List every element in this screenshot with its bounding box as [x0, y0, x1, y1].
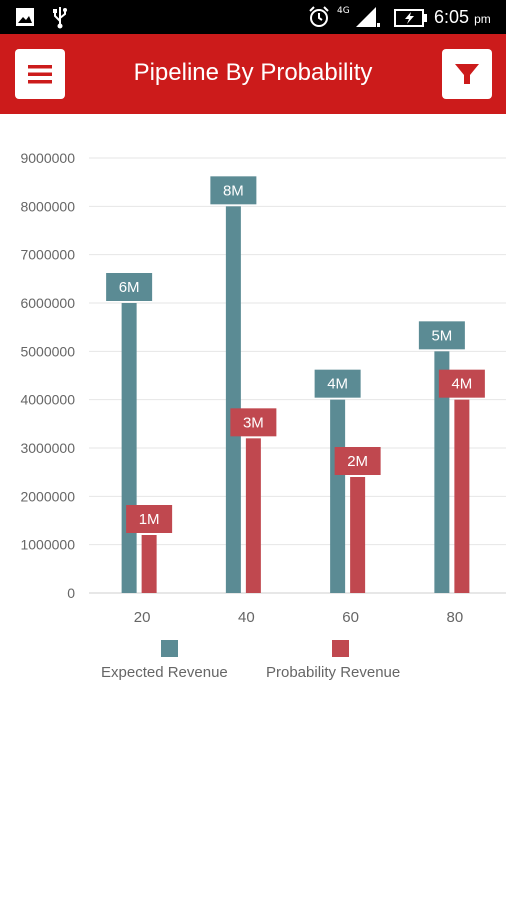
x-tick-label: 40: [238, 609, 255, 626]
image-icon: [16, 8, 34, 26]
data-label-box: [210, 176, 257, 205]
bar-probability-revenue[interactable]: [454, 399, 470, 593]
data-label: 5M: [418, 321, 465, 350]
y-tick-label: 8000000: [20, 198, 75, 214]
data-labels: 6M 8M 4M 5M 1M 3M 2M 4M: [106, 176, 485, 533]
data-label-box: [126, 505, 173, 533]
alarm-icon: [309, 6, 329, 27]
status-time-value: 6:05: [434, 7, 470, 27]
data-label-text: 5M: [431, 327, 452, 344]
filter-icon: [455, 64, 479, 84]
menu-button[interactable]: [15, 49, 65, 99]
bar-probability-revenue[interactable]: [350, 477, 366, 593]
data-label-text: 4M: [451, 376, 472, 393]
data-label: 2M: [334, 447, 381, 475]
data-label: 3M: [230, 408, 277, 437]
x-tick-label: 20: [134, 609, 151, 626]
page-title: Pipeline By Probability: [133, 59, 373, 86]
bar-probability-revenue[interactable]: [245, 438, 261, 593]
y-tick-label: 9000000: [20, 150, 75, 166]
y-tick-label: 4000000: [20, 392, 75, 408]
app-bar: Pipeline By Probability: [0, 34, 506, 114]
y-axis-labels: 0 1000000 2000000 3000000 4000000 5000000 6000…: [20, 150, 75, 601]
data-label-box: [334, 447, 381, 475]
data-label-text: 8M: [223, 182, 244, 199]
data-label: 4M: [314, 369, 361, 398]
data-label-text: 1M: [139, 511, 160, 528]
y-tick-label: 1000000: [20, 537, 75, 553]
data-label-text: 3M: [243, 414, 264, 431]
data-label-box: [314, 369, 361, 398]
legend-label-expected-revenue: Expected Revenue: [101, 664, 228, 681]
status-time: 6:05 pm: [434, 6, 491, 30]
data-label-box: [438, 369, 485, 398]
bar-probability-revenue[interactable]: [141, 535, 157, 593]
x-tick-label: 60: [342, 609, 359, 626]
network-type-label: 4G: [337, 6, 350, 16]
status-bar: 4G 6:05 pm: [0, 0, 506, 34]
legend-label-probability-revenue: Probability Revenue: [266, 664, 401, 681]
signal-icon: [356, 7, 380, 27]
data-label: 1M: [126, 505, 173, 533]
data-label-box: [230, 408, 277, 437]
x-tick-label: 80: [447, 609, 464, 626]
bar-chart: 0 1000000 2000000 3000000 4000000 5000000 6000…: [20, 150, 506, 626]
y-tick-label: 7000000: [20, 247, 75, 263]
data-label-text: 6M: [119, 279, 140, 296]
legend-swatch-expected-revenue: [161, 640, 178, 657]
bar-expected-revenue[interactable]: [330, 399, 346, 593]
data-label-text: 2M: [347, 453, 368, 470]
status-time-ampm: pm: [474, 12, 491, 26]
data-label: 8M: [210, 176, 257, 205]
x-axis-labels: 20 40 60 80: [134, 609, 463, 626]
data-label: 4M: [438, 369, 485, 398]
data-label-box: [418, 321, 465, 350]
battery-charging-icon: [394, 9, 427, 27]
chart-legend: Expected Revenue Probability Revenue: [0, 640, 506, 690]
bar-expected-revenue[interactable]: [225, 206, 241, 594]
y-tick-label: 6000000: [20, 295, 75, 311]
data-label-box: [106, 273, 153, 301]
filter-button[interactable]: [442, 49, 492, 99]
y-tick-label: 3000000: [20, 440, 75, 456]
menu-icon: [28, 65, 52, 84]
bar-expected-revenue[interactable]: [434, 351, 450, 593]
data-label-text: 4M: [327, 376, 348, 393]
y-tick-label: 5000000: [20, 343, 75, 359]
usb-icon: [53, 7, 67, 29]
data-label: 6M: [106, 273, 153, 301]
y-tick-label: 0: [67, 585, 75, 601]
y-tick-label: 2000000: [20, 488, 75, 504]
bar-expected-revenue[interactable]: [121, 303, 137, 593]
legend-swatch-probability-revenue: [332, 640, 349, 657]
